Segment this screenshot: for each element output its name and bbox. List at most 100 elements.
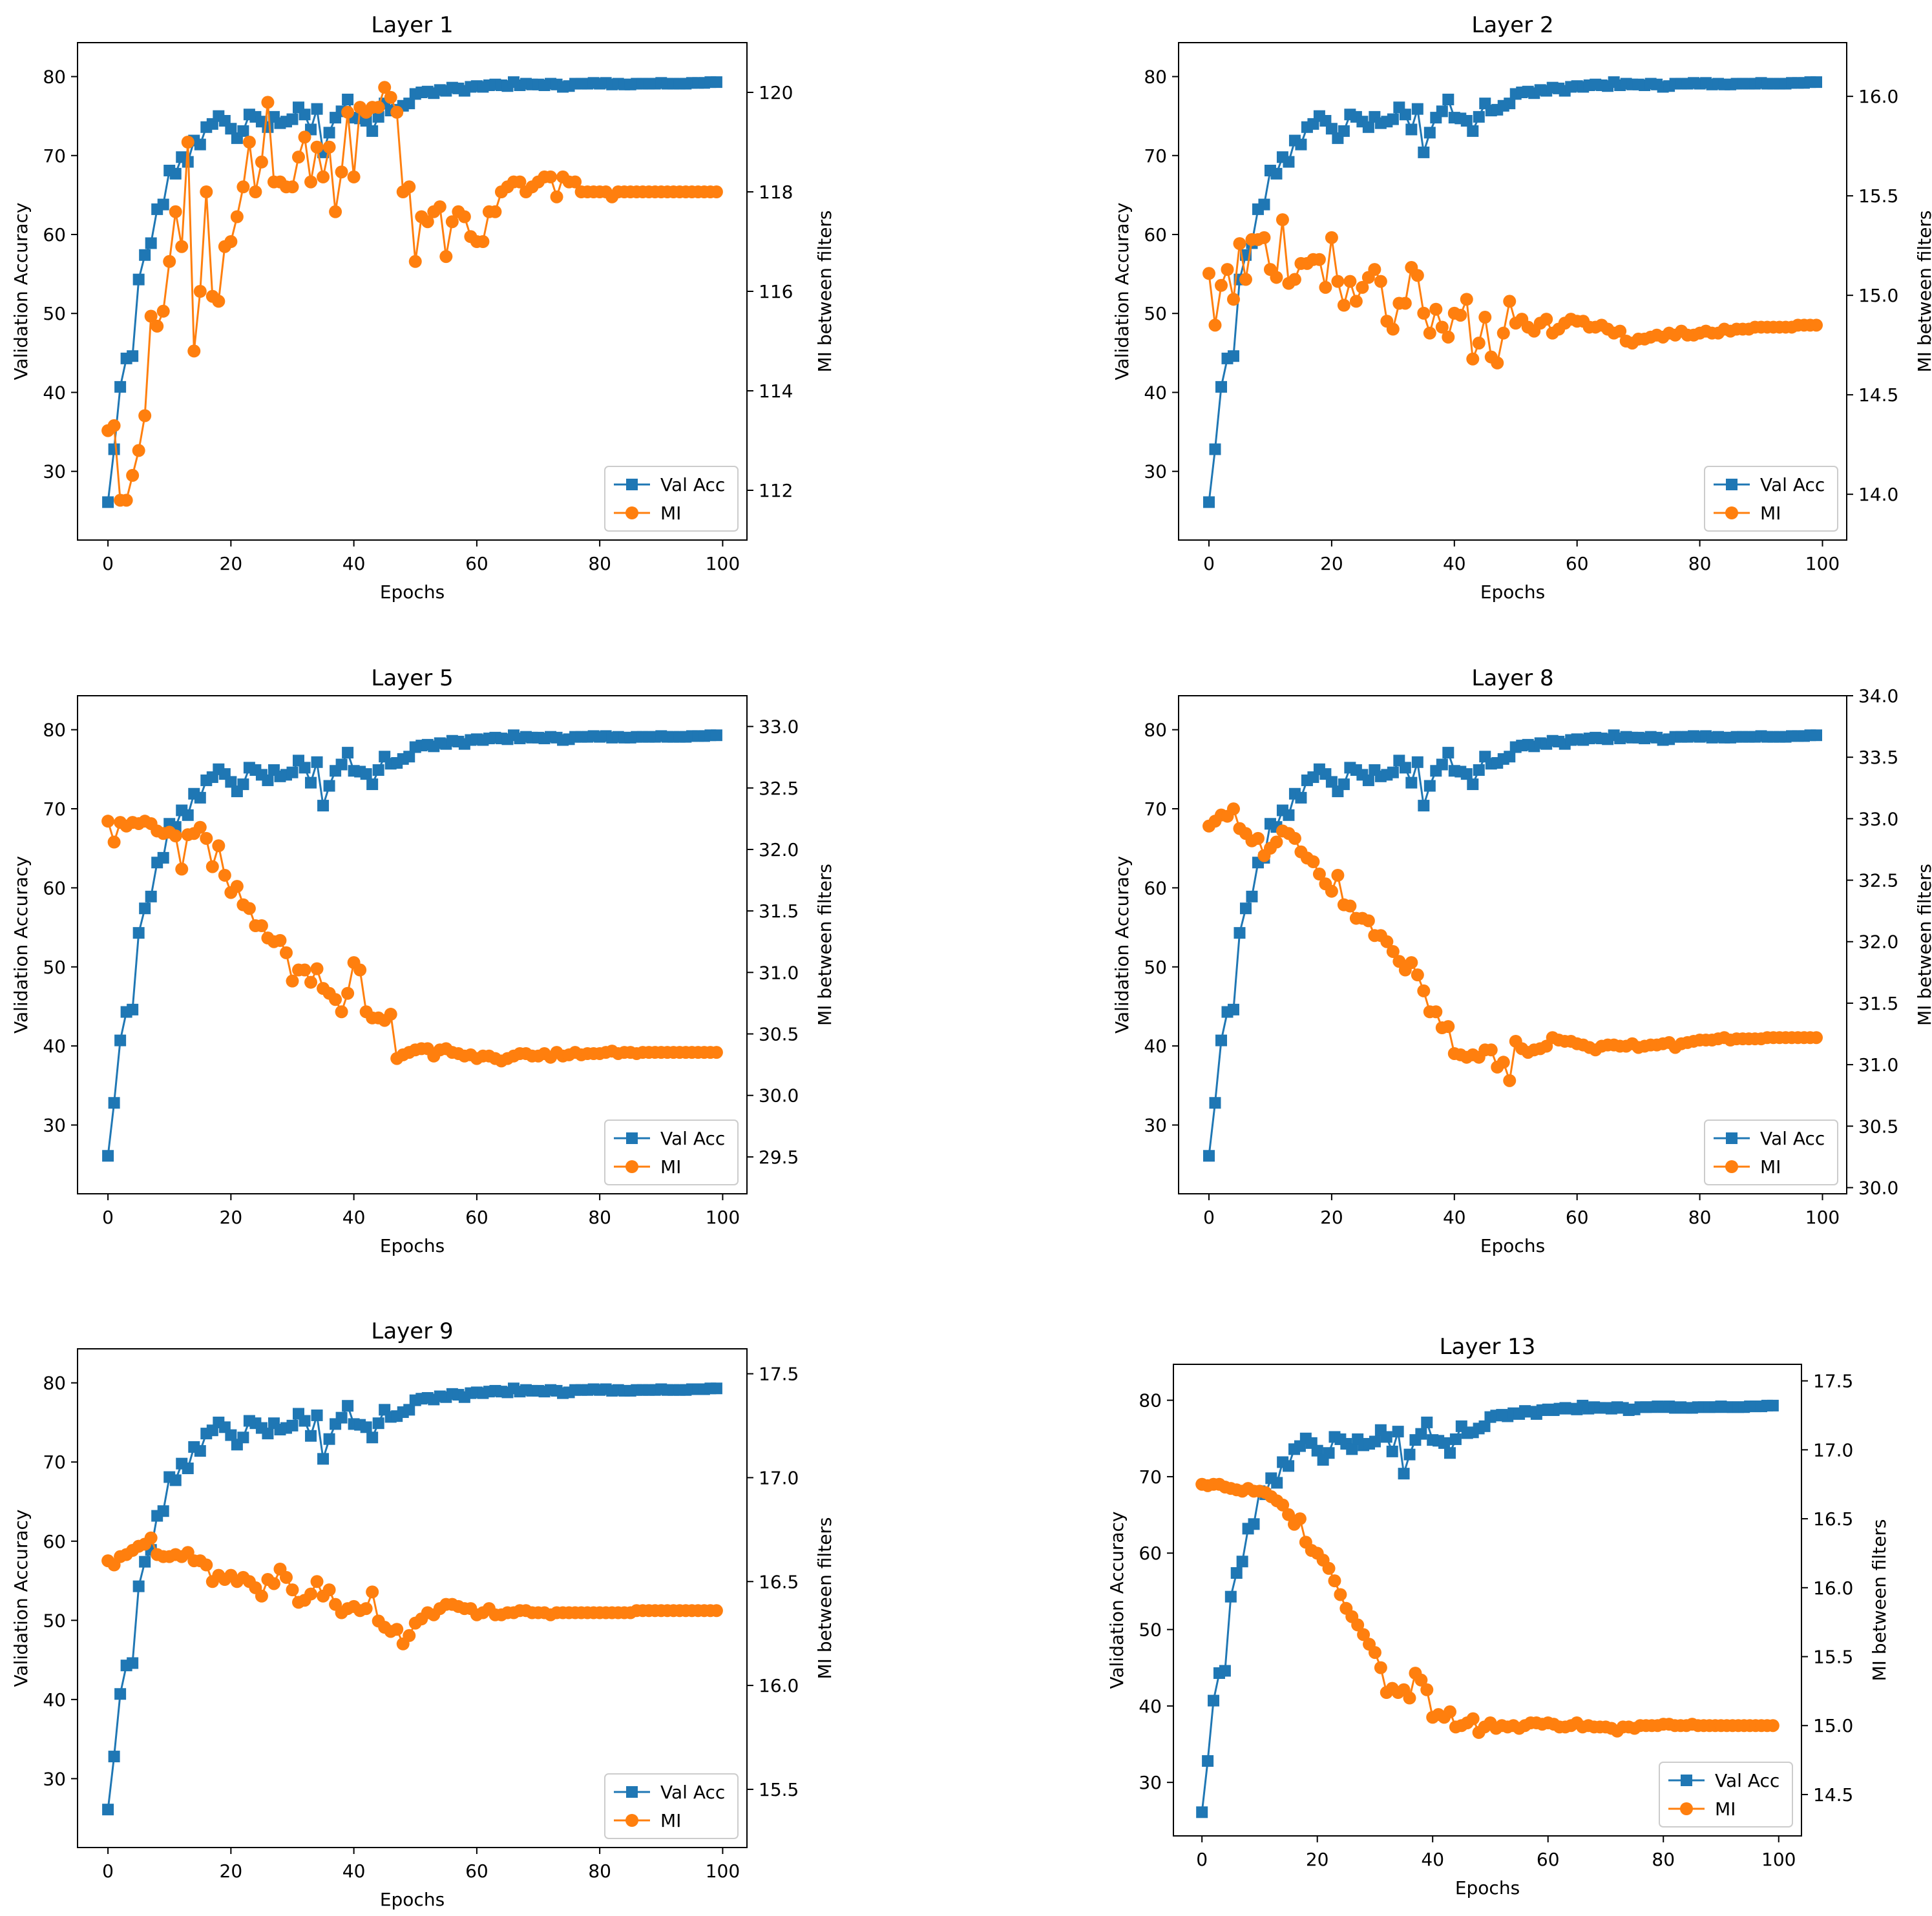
data-point (144, 309, 158, 323)
y2-tick-label: 15.5 (759, 1779, 799, 1800)
y2-tick-label: 32.5 (1858, 870, 1898, 891)
data-point (1288, 273, 1301, 286)
data-point (1257, 231, 1271, 244)
series-mi (1202, 802, 1823, 1087)
data-point (292, 151, 306, 164)
data-point (311, 756, 323, 768)
y2-axis-label: MI between filters (1914, 864, 1932, 1026)
y2-tick-label: 114 (759, 380, 793, 402)
data-point (1403, 1691, 1416, 1705)
data-point (1312, 868, 1326, 881)
x-tick-label: 40 (342, 1860, 366, 1882)
data-point (1442, 1020, 1455, 1034)
data-point (1270, 167, 1283, 180)
data-point (1368, 263, 1381, 276)
legend-label: Val Acc (660, 474, 725, 495)
data-point (107, 419, 121, 432)
y2-tick-label: 15.5 (1858, 185, 1898, 207)
data-point (163, 255, 176, 268)
data-point (1334, 1588, 1347, 1601)
x-tick-label: 40 (1443, 553, 1466, 574)
data-point (342, 1400, 354, 1412)
data-point (139, 1556, 151, 1568)
data-point (267, 1577, 280, 1590)
data-point (1399, 109, 1411, 121)
series-val-acc (1196, 1399, 1779, 1818)
x-tick-label: 20 (220, 553, 243, 574)
x-axis-label: Epochs (1455, 1877, 1520, 1899)
data-point (1270, 835, 1283, 849)
data-point (1478, 1420, 1491, 1432)
x-tick-label: 60 (1566, 553, 1589, 574)
x-tick-label: 40 (342, 1207, 366, 1228)
axes-frame (1178, 695, 1847, 1194)
legend-marker (1726, 1132, 1738, 1144)
data-point (298, 963, 311, 977)
y-tick-label: 70 (43, 798, 66, 820)
data-point (1423, 780, 1436, 792)
data-point (317, 800, 330, 812)
y-tick-label: 40 (43, 1689, 66, 1711)
x-tick-label: 80 (1652, 1849, 1675, 1870)
data-point (1811, 76, 1822, 89)
axes-frame (1178, 42, 1847, 541)
data-point (1246, 890, 1258, 902)
y-tick-label: 50 (1144, 957, 1167, 978)
series-line (1208, 218, 1816, 364)
data-point (1325, 884, 1338, 898)
data-point (341, 986, 355, 1000)
chart-panel: 0 20 40 60 80 100 30 40 50 60 70 80 14.5 15.0 15.5 16.0… (1106, 1334, 1890, 1899)
data-point (1466, 1712, 1480, 1725)
legend: Val Acc MI (1659, 1762, 1793, 1827)
chart-panel: 0 20 40 60 80 100 30 40 50 60 70 80 112 114 116 118 120 L… (10, 12, 835, 603)
y2-tick-label: 16.5 (759, 1571, 799, 1592)
data-point (225, 1429, 237, 1441)
y2-tick-label: 16.5 (1813, 1508, 1853, 1530)
y-tick-label: 30 (43, 1768, 66, 1789)
y-tick-label: 70 (1139, 1466, 1162, 1488)
data-point (1399, 762, 1411, 774)
data-point (144, 1531, 158, 1545)
x-axis-label: Epochs (1480, 1235, 1545, 1256)
data-point (262, 774, 274, 786)
data-point (193, 285, 207, 298)
chart-panel: 0 20 40 60 80 100 30 40 50 60 70 80 30.0 30.5 31.0 31.5… (1111, 665, 1932, 1256)
data-point (1307, 855, 1320, 868)
data-point (261, 96, 275, 109)
data-point (1362, 774, 1374, 786)
data-point (1418, 146, 1430, 158)
data-point (1403, 1448, 1416, 1461)
x-tick-label: 100 (1761, 1849, 1796, 1870)
data-point (323, 780, 335, 792)
data-point (1436, 758, 1448, 771)
data-point (237, 1432, 249, 1444)
data-point (513, 175, 527, 189)
x-axis-label: Epochs (380, 1889, 445, 1910)
data-point (488, 205, 502, 218)
x-tick-label: 0 (102, 1207, 114, 1228)
x-tick-label: 40 (342, 553, 366, 574)
axes-frame (77, 42, 748, 541)
chart-title: Layer 2 (1471, 12, 1553, 38)
data-point (242, 136, 256, 149)
data-point (550, 190, 563, 203)
data-point (1411, 269, 1424, 282)
data-point (1208, 1694, 1220, 1707)
y2-tick-label: 30.0 (759, 1085, 799, 1107)
data-point (1423, 326, 1436, 340)
y2-tick-label: 16.0 (1813, 1578, 1853, 1599)
data-point (1226, 293, 1240, 306)
data-point (255, 1589, 268, 1603)
data-point (305, 776, 317, 789)
data-point (145, 890, 157, 902)
data-point (709, 185, 723, 198)
data-point (102, 1150, 114, 1162)
data-point (1295, 138, 1307, 151)
x-tick-label: 80 (1688, 553, 1712, 574)
data-point (322, 1583, 336, 1597)
y-tick-label: 70 (1144, 798, 1167, 820)
data-point (286, 180, 299, 194)
y2-tick-label: 17.0 (759, 1467, 799, 1488)
data-point (372, 110, 384, 123)
data-point (710, 1382, 722, 1395)
